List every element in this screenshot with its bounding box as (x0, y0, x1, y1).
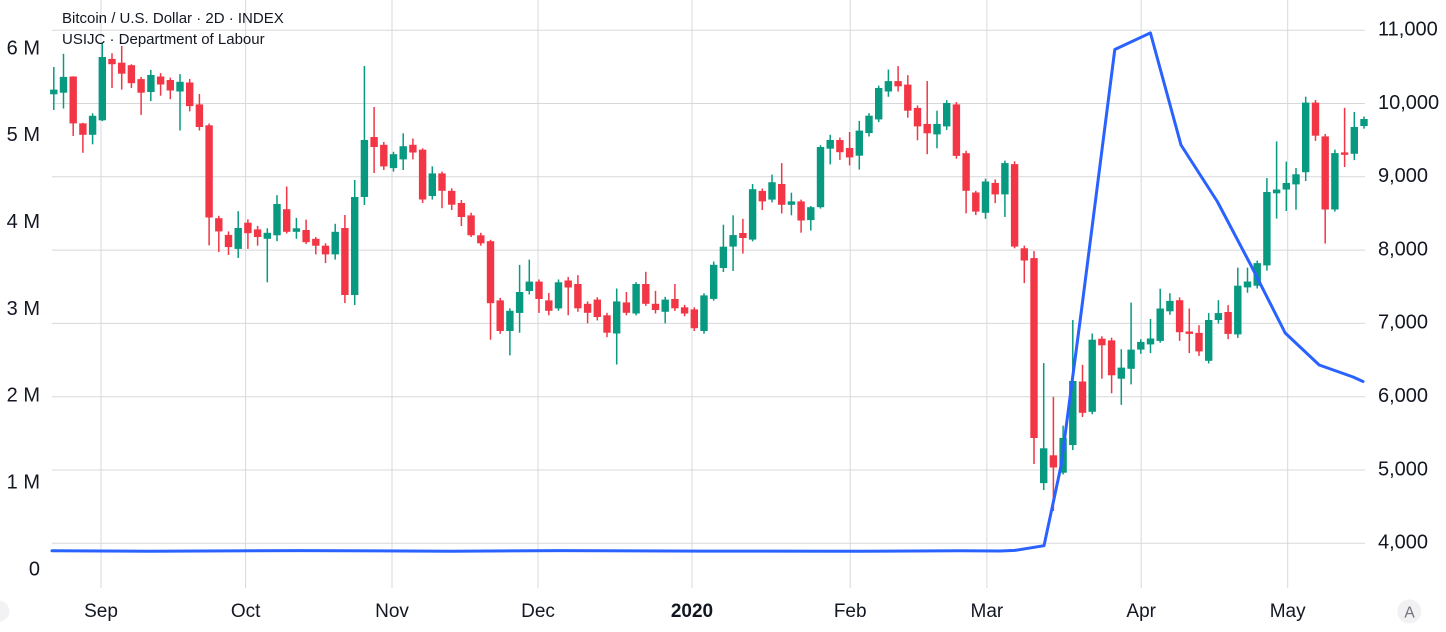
svg-text:Mar: Mar (971, 601, 1004, 622)
svg-text:May: May (1270, 601, 1306, 622)
svg-text:Bitcoin / U.S. Dollar · 2D · I: Bitcoin / U.S. Dollar · 2D · INDEX (62, 10, 284, 27)
svg-text:2 M: 2 M (7, 385, 40, 407)
svg-text:9,000: 9,000 (1378, 165, 1428, 187)
svg-text:Feb: Feb (834, 601, 867, 622)
svg-text:USIJC · Department of Labour: USIJC · Department of Labour (62, 31, 265, 48)
svg-text:5 M: 5 M (7, 124, 40, 146)
svg-text:5,000: 5,000 (1378, 458, 1428, 480)
svg-text:6 M: 6 M (7, 37, 40, 59)
svg-text:8,000: 8,000 (1378, 238, 1428, 260)
svg-text:3 M: 3 M (7, 298, 40, 320)
svg-text:Sep: Sep (84, 601, 118, 622)
svg-text:Dec: Dec (521, 601, 555, 622)
svg-text:10,000: 10,000 (1378, 92, 1439, 114)
svg-text:Oct: Oct (231, 601, 261, 622)
svg-text:11,000: 11,000 (1378, 19, 1438, 41)
svg-text:0: 0 (29, 558, 40, 580)
svg-text:Apr: Apr (1126, 601, 1156, 622)
svg-text:Nov: Nov (375, 601, 409, 622)
svg-text:6,000: 6,000 (1378, 385, 1428, 407)
svg-text:4,000: 4,000 (1378, 532, 1428, 554)
svg-text:2020: 2020 (671, 601, 713, 622)
svg-text:7,000: 7,000 (1378, 312, 1428, 334)
svg-text:A: A (1404, 604, 1415, 621)
svg-text:1 M: 1 M (7, 472, 40, 494)
svg-text:4 M: 4 M (7, 211, 40, 233)
